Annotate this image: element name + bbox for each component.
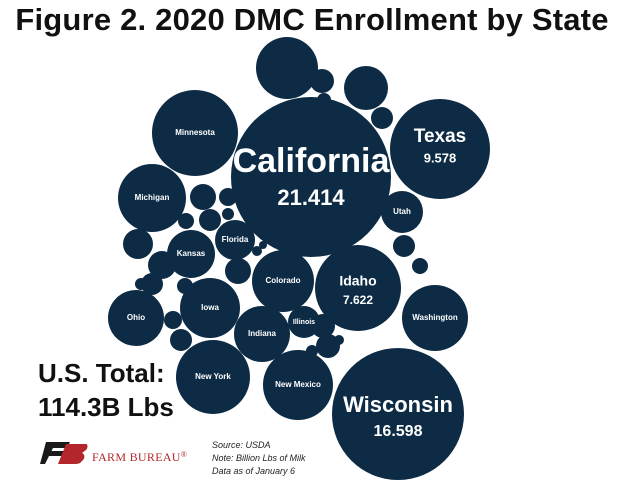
- bubble-idaho: [315, 245, 401, 331]
- bubble-new-mexico: [263, 350, 333, 420]
- us-total-value: 114.3B Lbs: [38, 392, 174, 422]
- bubble-unlabeled: [199, 209, 221, 231]
- bubble-label-wisconsin: Wisconsin: [343, 392, 453, 417]
- bubble-minnesota: [152, 90, 238, 176]
- bubble-unlabeled: [344, 66, 388, 110]
- bubble-unlabeled: [190, 184, 216, 210]
- bubble-label-idaho: Idaho: [339, 273, 376, 289]
- data-date-line: Data as of January 6: [212, 466, 296, 476]
- bubble-colorado: [252, 250, 314, 312]
- bubble-label-texas: Texas: [414, 126, 466, 147]
- bubble-label-kansas: Kansas: [177, 249, 206, 258]
- bubble-label-california: California: [233, 142, 391, 180]
- farm-bureau-logo: [40, 442, 88, 464]
- bubble-unlabeled: [178, 213, 194, 229]
- brand-registered-mark: ®: [180, 450, 188, 459]
- bubble-label-washington: Washington: [412, 313, 458, 322]
- bubble-unlabeled: [164, 311, 182, 329]
- bubble-washington: [402, 285, 468, 351]
- bubble-label-michigan: Michigan: [135, 193, 170, 202]
- bubble-unlabeled: [170, 329, 192, 351]
- bubble-utah: [381, 191, 423, 233]
- bubble-unlabeled: [412, 258, 428, 274]
- bubble-florida: [215, 220, 255, 260]
- bubble-label-illinois: Illinois: [293, 319, 315, 326]
- bubble-unlabeled: [252, 246, 262, 256]
- bubble-unlabeled: [219, 188, 237, 206]
- bubble-unlabeled: [371, 107, 393, 129]
- bubble-new-york: [176, 340, 250, 414]
- bubble-unlabeled: [222, 208, 234, 220]
- bubble-texas: [390, 99, 490, 199]
- bubble-value-california: 21.414: [277, 185, 345, 210]
- bubble-unlabeled: [141, 273, 163, 295]
- bubble-kansas: [167, 230, 215, 278]
- bubble-value-idaho: 7.622: [343, 293, 373, 307]
- bubble-indiana: [234, 306, 290, 362]
- bubble-unlabeled: [123, 229, 153, 259]
- note-line: Note: Billion Lbs of Milk: [212, 453, 306, 463]
- bubble-california: [231, 97, 391, 257]
- bubble-label-florida: Florida: [222, 235, 249, 244]
- bubble-unlabeled: [310, 69, 334, 93]
- bubble-value-texas: 9.578: [424, 150, 457, 165]
- chart-title: Figure 2. 2020 DMC Enrollment by State: [15, 2, 609, 37]
- brand-name-text: FARM BUREAU: [92, 450, 181, 464]
- bubble-unlabeled: [334, 335, 344, 345]
- bubble-label-indiana: Indiana: [248, 329, 277, 338]
- bubble-unlabeled: [225, 258, 251, 284]
- bubble-unlabeled: [256, 37, 318, 99]
- bubble-label-minnesota: Minnesota: [175, 128, 215, 137]
- bubble-ohio: [108, 290, 164, 346]
- bubble-label-utah: Utah: [393, 207, 411, 216]
- bubble-michigan: [118, 164, 186, 232]
- bubble-iowa: [180, 278, 240, 338]
- source-line: Source: USDA: [212, 440, 271, 450]
- bubble-label-new-york: New York: [195, 372, 231, 381]
- bubble-unlabeled: [393, 235, 415, 257]
- bubble-label-new-mexico: New Mexico: [275, 380, 321, 389]
- bubble-unlabeled: [259, 241, 267, 249]
- brand-name: FARM BUREAU®: [92, 450, 187, 465]
- bubble-value-wisconsin: 16.598: [374, 423, 423, 440]
- bubble-wisconsin: [332, 348, 464, 480]
- bubble-label-ohio: Ohio: [127, 313, 145, 322]
- bubble-label-colorado: Colorado: [265, 276, 300, 285]
- bubble-illinois: [288, 306, 320, 338]
- bubble-label-iowa: Iowa: [201, 303, 219, 312]
- us-total-label: U.S. Total:: [38, 358, 165, 388]
- bubble-unlabeled: [135, 278, 147, 290]
